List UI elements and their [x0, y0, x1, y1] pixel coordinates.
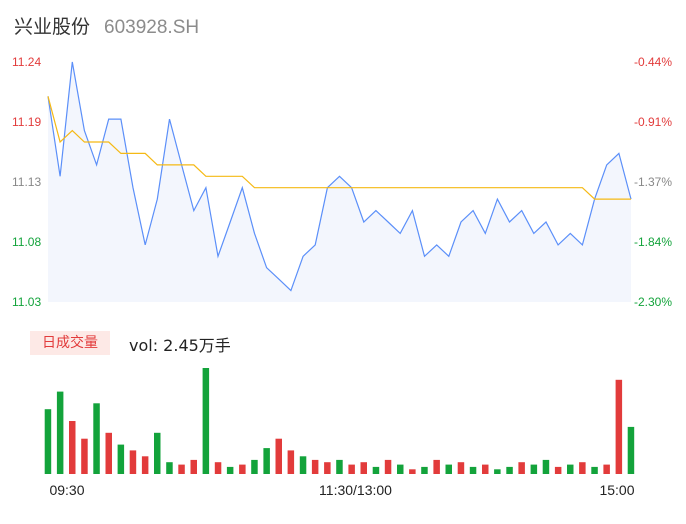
volume-bar	[166, 462, 173, 474]
y-tick-left: 11.13	[12, 175, 41, 189]
volume-bar	[214, 462, 222, 474]
y-tick-left: 11.08	[12, 235, 41, 249]
price-line	[47, 61, 632, 292]
volume-bar	[287, 450, 295, 474]
volume-bar	[263, 448, 270, 474]
y-tick-right: -1.84%	[634, 235, 672, 249]
volume-bar	[93, 403, 100, 474]
volume-bar	[554, 466, 562, 474]
y-tick-left: 11.03	[12, 295, 41, 309]
volume-bar	[105, 432, 112, 474]
volume-value: vol: 2.45万手	[129, 336, 231, 355]
volume-bar	[482, 464, 489, 474]
volume-bar	[409, 469, 416, 474]
volume-bar	[190, 459, 197, 474]
stock-code: 603928.SH	[104, 17, 200, 38]
y-tick-left: 11.19	[12, 115, 41, 129]
volume-bar	[348, 464, 355, 474]
volume-bar	[117, 444, 125, 474]
volume-bar	[421, 466, 428, 474]
stock-name: 兴业股份	[14, 16, 91, 38]
volume-bar	[311, 459, 319, 474]
volume-bar	[81, 438, 88, 474]
volume-bar	[494, 469, 501, 474]
volume-tag: 日成交量	[30, 331, 110, 355]
volume-bar	[469, 466, 477, 474]
volume-bar	[69, 421, 76, 474]
x-tick: 09:30	[49, 482, 84, 498]
volume-bar	[579, 462, 586, 474]
volume-bar	[603, 464, 610, 474]
volume-bar	[360, 462, 367, 474]
volume-bar	[627, 426, 635, 474]
price-area-fill	[48, 62, 631, 302]
volume-bar	[384, 459, 392, 474]
volume-bar	[445, 464, 452, 474]
volume-bar	[129, 450, 137, 474]
x-tick: 11:30/13:00	[319, 482, 392, 498]
volume-bar	[530, 464, 538, 474]
volume-bar	[239, 464, 246, 474]
volume-bar	[397, 464, 404, 474]
y-tick-right: -0.44%	[634, 55, 672, 69]
volume-bar	[154, 432, 161, 474]
volume-bar	[44, 409, 52, 474]
title-row: 兴业股份 603928.SH	[14, 12, 199, 40]
volume-bar	[299, 456, 307, 474]
volume-bar	[251, 459, 258, 474]
volume-bar	[275, 438, 282, 474]
volume-bar	[141, 456, 149, 474]
volume-bar	[542, 459, 550, 474]
volume-bar	[591, 466, 598, 474]
volume-bar	[56, 391, 64, 474]
average-price-line	[47, 96, 631, 200]
volume-bar	[324, 462, 331, 474]
y-tick-right: -1.37%	[634, 175, 672, 189]
volume-bar	[457, 462, 465, 474]
volume-bar	[506, 466, 513, 474]
y-tick-right: -0.91%	[634, 115, 672, 129]
y-tick-left: 11.24	[12, 55, 41, 69]
volume-bar	[336, 459, 343, 474]
volume-bar	[202, 368, 210, 474]
volume-bar	[615, 379, 623, 474]
y-tick-right: -2.30%	[634, 295, 672, 309]
volume-bar	[226, 466, 234, 474]
volume-bar	[518, 462, 525, 474]
volume-bar	[567, 464, 574, 474]
volume-bar	[433, 459, 440, 474]
volume-bar	[372, 466, 380, 474]
volume-bar	[178, 464, 185, 474]
x-tick: 15:00	[599, 482, 634, 498]
